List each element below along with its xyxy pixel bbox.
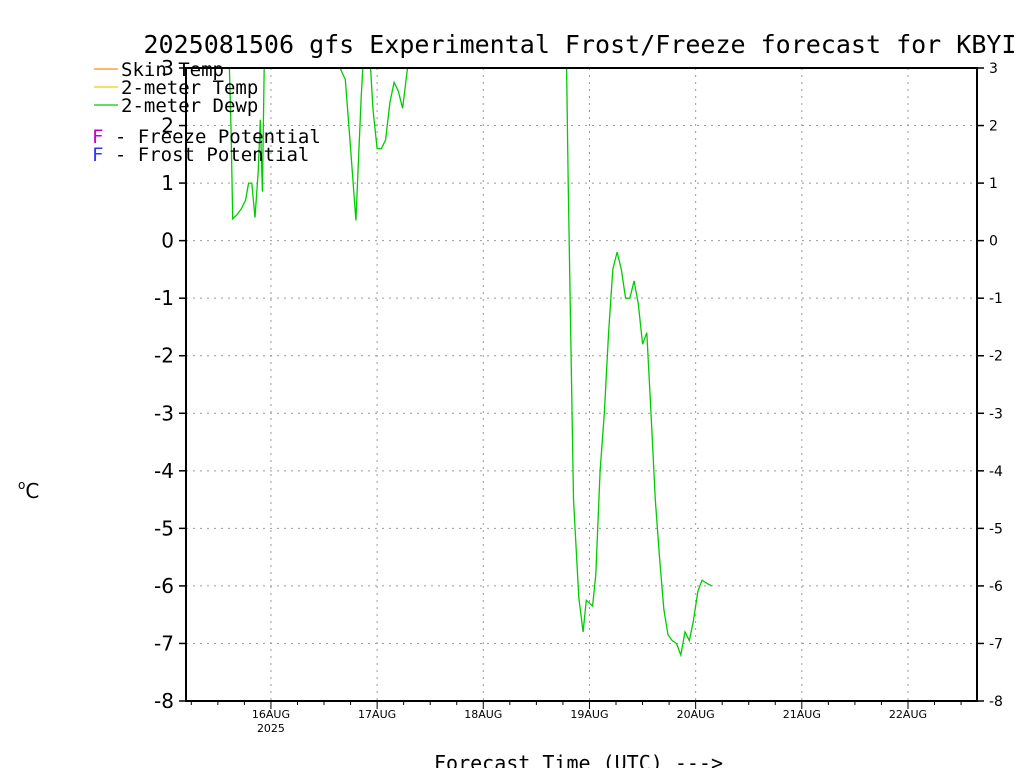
y-tick-label: 0 — [161, 229, 174, 253]
x-tick-label: 21AUG — [783, 708, 821, 721]
series-line-dewpoint — [228, 68, 712, 658]
y-tick-label: -3 — [154, 401, 174, 425]
y-tick-label-right: -2 — [989, 349, 1003, 365]
y-axis-right: -8 -7 -6 -5 -4 -3 -2 -1 0 1 2 3 — [977, 61, 1003, 710]
y-tick-label-right: -5 — [989, 521, 1003, 537]
y-tick-label-right: 0 — [989, 234, 998, 250]
y-tick-label: 3 — [161, 56, 174, 80]
x-tick-label: 16AUG — [252, 708, 290, 721]
legend-label: 2-meter Temp — [121, 77, 258, 99]
x-tick-label: 17AUG — [358, 708, 396, 721]
y-tick-label: -7 — [154, 631, 174, 655]
y-tick-label-right: 2 — [989, 119, 998, 135]
y-tick-label-right: -1 — [989, 291, 1003, 307]
y-tick-label-right: 3 — [989, 61, 998, 77]
y-tick-label: 2 — [161, 114, 174, 138]
y-tick-label-right: -3 — [989, 406, 1003, 422]
y-tick-label-right: -4 — [989, 464, 1003, 480]
x-tick-label: 22AUG — [889, 708, 927, 721]
grid — [186, 68, 977, 701]
potential-key: F - Freeze Potential — [92, 126, 321, 148]
y-tick-label-right: -8 — [989, 694, 1003, 710]
x-year-label: 2025 — [257, 722, 285, 735]
y-tick-label: -4 — [154, 459, 174, 483]
potential-key: F - Frost Potential — [92, 144, 309, 166]
legend-label: Skin Temp — [121, 59, 224, 81]
y-tick-label: -2 — [154, 344, 174, 368]
plot-frame — [185, 67, 978, 702]
y-tick-label: -5 — [154, 516, 174, 540]
legend-label: 2-meter Dewp — [121, 95, 258, 117]
series-layer — [228, 68, 712, 658]
chart-title: 2025081506 gfs Experimental Frost/Freeze… — [144, 30, 1017, 59]
x-axis-label: Forecast Time (UTC) ---> — [434, 751, 723, 768]
y-tick-label: -6 — [154, 574, 174, 598]
x-tick-label: 19AUG — [570, 708, 608, 721]
x-tick-label: 20AUG — [677, 708, 715, 721]
y-tick-label: -8 — [154, 689, 174, 713]
y-tick-label: -1 — [154, 286, 174, 310]
y-axis-unit: oC — [18, 478, 39, 503]
y-tick-label-right: -7 — [989, 636, 1003, 652]
y-tick-label-right: 1 — [989, 176, 998, 192]
y-axis-left: -8 -7 -6 -5 -4 -3 -2 -1 0 1 2 3 — [154, 56, 186, 713]
y-tick-label-right: -6 — [989, 579, 1003, 595]
x-tick-label: 18AUG — [464, 708, 502, 721]
y-tick-label: 1 — [161, 171, 174, 195]
